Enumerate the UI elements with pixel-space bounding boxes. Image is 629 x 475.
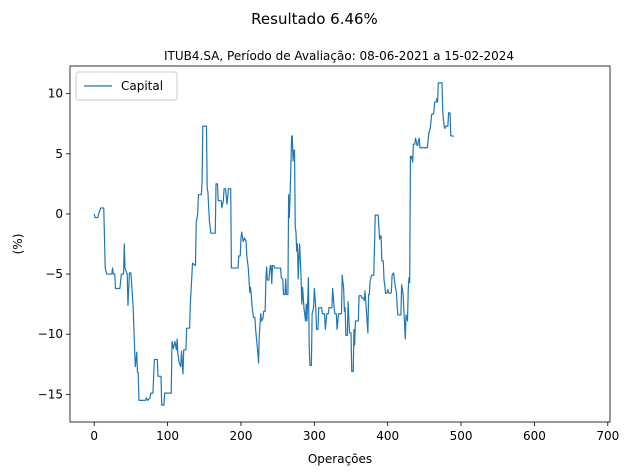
legend: Capital [75,71,178,101]
y-tick-label: 10 [48,87,63,101]
x-tick-label: 100 [156,429,179,443]
y-tick-label: −10 [38,327,63,341]
y-axis-label: (%) [11,234,25,255]
x-tick-label: 700 [596,429,619,443]
legend-label-capital: Capital [121,79,163,93]
y-tick-label: 0 [55,207,63,221]
x-tick-label: 200 [229,429,252,443]
y-tick-label: −5 [45,267,63,281]
x-tick-label: 300 [303,429,326,443]
x-axis-label: Operações [308,452,372,466]
x-tick-label: 500 [450,429,473,443]
x-tick-label: 600 [523,429,546,443]
x-tick-label: 400 [376,429,399,443]
y-tick-label: 5 [55,147,63,161]
chart-title: ITUB4.SA, Período de Avaliação: 08-06-20… [164,49,514,63]
x-tick-label: 0 [90,429,98,443]
y-tick-label: −15 [38,387,63,401]
chart-suptitle: Resultado 6.46% [251,10,378,28]
legend-box [75,71,178,101]
series-line-capital [93,82,454,406]
axes-frame [69,65,611,423]
x-axis: 0 100 200 300 400 500 600 700 [90,422,619,443]
y-axis: −15 −10 −5 0 5 10 [38,87,70,401]
plot-area: 0 100 200 300 400 500 600 700 −15 −10 −5 0 5 10 [38,65,619,443]
